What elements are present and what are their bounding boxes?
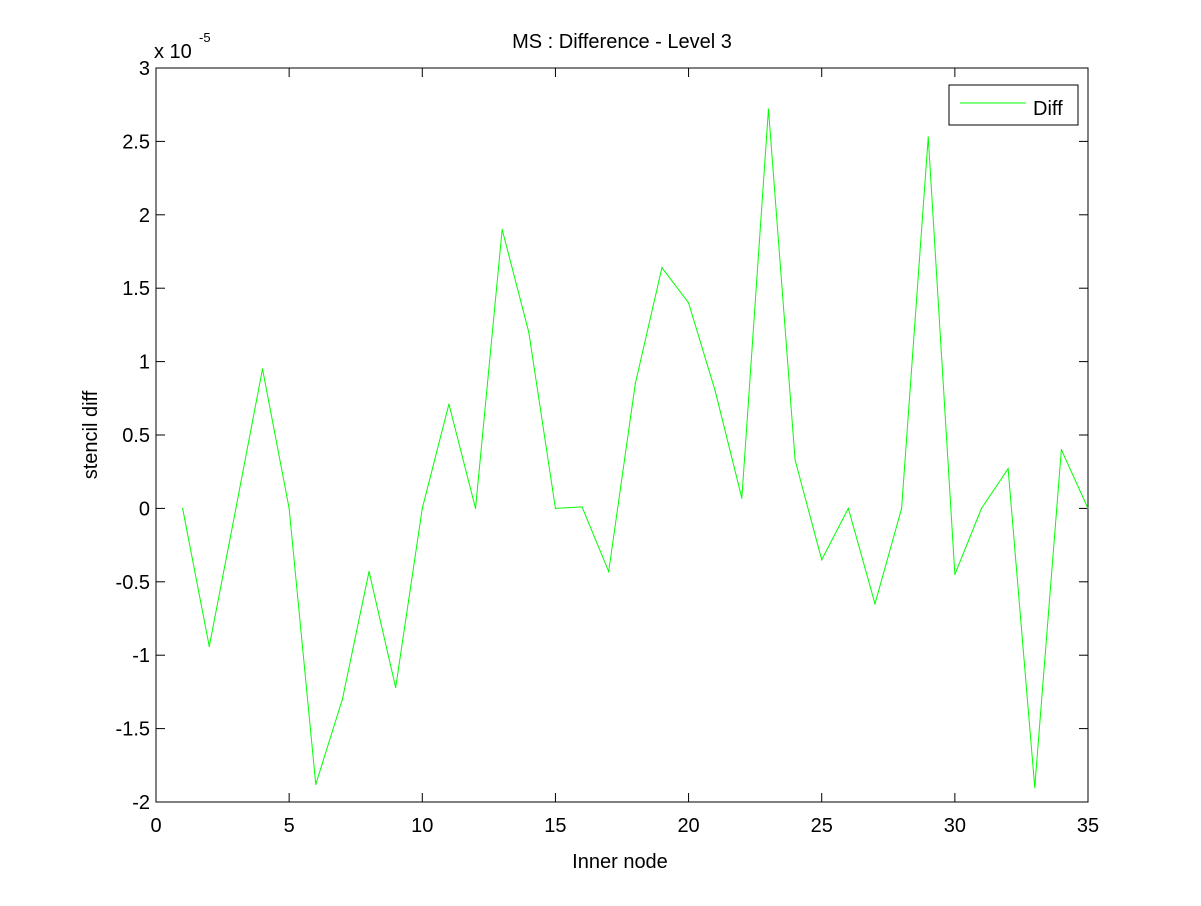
y-tick-label: 3 <box>139 58 150 80</box>
data-point <box>1034 786 1036 788</box>
x-tick-label: 30 <box>944 815 966 837</box>
y-tick-label: 2.5 <box>122 131 150 153</box>
y-tick-label: 2 <box>139 205 150 227</box>
series-layer <box>182 108 1089 788</box>
y-tick-label: 1.5 <box>122 278 150 300</box>
y-exponent-power: -5 <box>199 30 211 45</box>
y-exponent-base: x 10 <box>154 41 192 63</box>
data-point <box>767 108 770 110</box>
data-point <box>474 507 477 509</box>
data-point <box>821 559 823 561</box>
data-point <box>634 383 636 385</box>
y-tick-label: 1 <box>139 352 150 374</box>
data-point <box>182 507 184 509</box>
data-point <box>608 570 610 573</box>
x-tick-label: 15 <box>544 815 566 837</box>
data-point <box>368 570 370 573</box>
data-point <box>261 368 264 370</box>
y-tick-label: -1 <box>132 645 150 667</box>
data-point <box>288 507 290 509</box>
data-point <box>1007 468 1009 470</box>
x-axis-label: Inner node <box>572 851 668 873</box>
x-tick-label: 25 <box>811 815 833 837</box>
data-point <box>741 497 743 499</box>
data-point <box>954 573 956 576</box>
data-point <box>421 507 423 509</box>
data-point <box>847 507 849 509</box>
legend-label: Diff <box>1033 98 1063 120</box>
data-point <box>1060 449 1062 451</box>
x-tick-label: 10 <box>411 815 433 837</box>
data-point <box>874 603 876 605</box>
axis-ticks <box>155 67 1089 803</box>
data-point <box>341 698 343 700</box>
data-point <box>687 302 690 304</box>
data-point <box>528 331 530 333</box>
y-tick-label: -1.5 <box>116 719 150 741</box>
y-tick-labels: -2 -1.5 -1 -0.5 0 0.5 1 1.5 2 2.5 3 <box>116 58 150 814</box>
x-tick-label: 35 <box>1077 815 1099 837</box>
x-tick-label: 0 <box>150 815 161 837</box>
y-tick-label: 0.5 <box>122 425 150 447</box>
data-point <box>980 507 983 509</box>
legend: Diff <box>948 84 1079 126</box>
data-point <box>901 507 903 509</box>
data-point <box>794 459 796 461</box>
data-point <box>501 228 503 231</box>
data-point <box>315 783 317 785</box>
chart-title: MS : Difference - Level 3 <box>512 31 732 53</box>
plot-area <box>155 67 1089 803</box>
x-tick-label: 20 <box>677 815 699 837</box>
x-tick-label: 5 <box>284 815 295 837</box>
y-tick-label: -0.5 <box>116 572 150 594</box>
data-point <box>661 267 663 269</box>
data-point <box>581 506 583 508</box>
data-point <box>714 390 716 392</box>
data-point <box>395 686 397 689</box>
data-point <box>1087 507 1089 509</box>
y-tick-label: 0 <box>139 498 150 520</box>
y-axis-label: stencil diff <box>80 390 102 479</box>
legend-box <box>948 84 1079 126</box>
x-tick-labels: 0 5 10 15 20 25 30 35 <box>150 815 1099 837</box>
data-point <box>235 507 237 509</box>
data-point <box>448 403 450 405</box>
data-point <box>554 507 557 509</box>
data-point <box>927 136 929 138</box>
data-point <box>208 645 210 647</box>
y-tick-label: -2 <box>132 792 150 814</box>
